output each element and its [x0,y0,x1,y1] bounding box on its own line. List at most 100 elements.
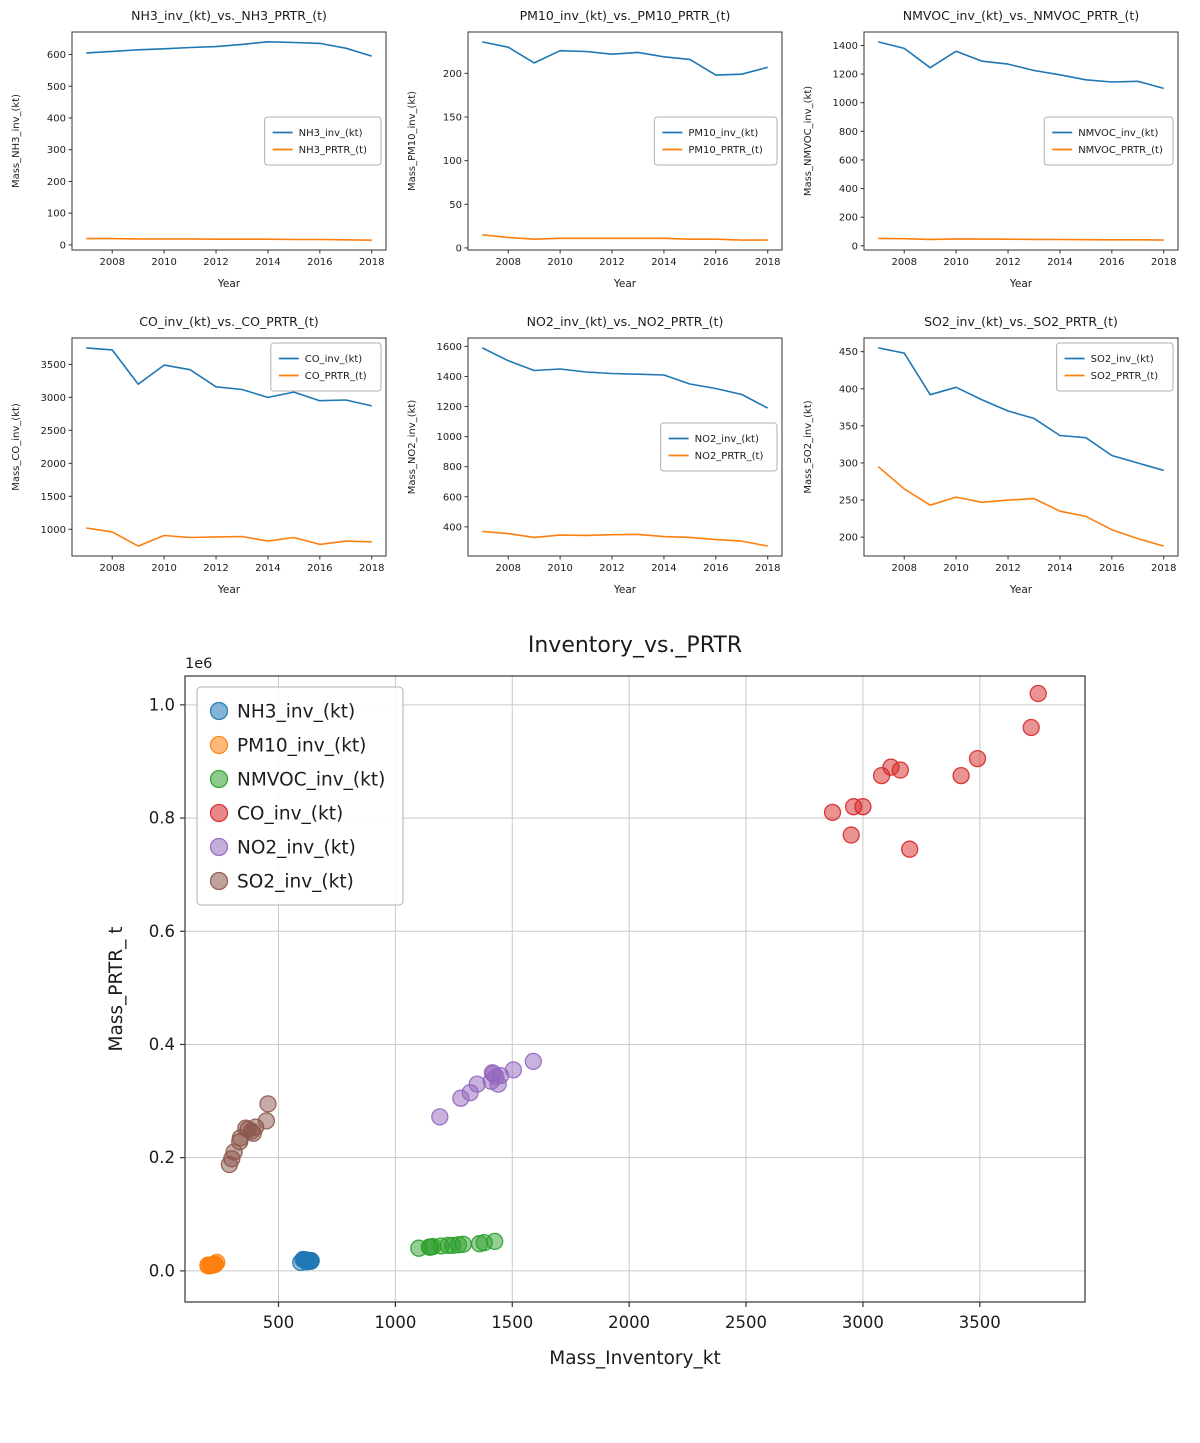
svg-text:CO_inv_(kt)_vs._CO_PRTR_(t): CO_inv_(kt)_vs._CO_PRTR_(t) [139,314,319,329]
svg-text:NO2_inv_(kt)_vs._NO2_PRTR_(t): NO2_inv_(kt)_vs._NO2_PRTR_(t) [527,314,724,329]
chart-co-inv-vs-prtr: 2008 2010 2012 2014 2016 2018 1000 1500 2000 2500… [11,314,387,596]
svg-text:NH3_inv_(kt): NH3_inv_(kt) [237,702,355,723]
svg-text:2000: 2000 [41,459,66,470]
svg-text:Mass_Inventory_kt: Mass_Inventory_kt [549,1348,720,1369]
svg-text:SO2_inv_(kt): SO2_inv_(kt) [1091,354,1154,365]
svg-text:2016: 2016 [1099,563,1124,574]
svg-text:50: 50 [449,200,462,211]
svg-text:2012: 2012 [203,563,228,574]
svg-text:2008: 2008 [495,257,520,268]
svg-text:2008: 2008 [99,563,124,574]
svg-text:2000: 2000 [608,1313,650,1332]
svg-text:500: 500 [47,82,66,93]
svg-text:2012: 2012 [203,257,228,268]
svg-text:2008: 2008 [99,257,124,268]
svg-text:2014: 2014 [255,563,280,574]
svg-text:NH3_inv_(kt): NH3_inv_(kt) [299,128,363,139]
svg-text:150: 150 [443,113,462,124]
line-charts-row-2: 2008 2010 2012 2014 2016 2018 1000 1500 2000 2500… [0,306,1200,608]
svg-text:2016: 2016 [1099,257,1124,268]
line-charts-row-1: 2008 2010 2012 2014 2016 2018 0 100 200 300 400 500… [0,0,1200,302]
svg-text:Year: Year [217,584,241,596]
svg-text:2008: 2008 [891,563,916,574]
svg-text:2018: 2018 [1151,563,1176,574]
svg-text:CO_PRTR_(t): CO_PRTR_(t) [305,371,367,382]
svg-text:CO_inv_(kt): CO_inv_(kt) [237,804,343,825]
svg-text:1200: 1200 [437,402,462,413]
svg-text:1000: 1000 [374,1313,416,1332]
chart-no2-inv-vs-prtr: 2008 2010 2012 2014 2016 2018 400 600 800 1000 120… [407,314,783,596]
svg-text:2018: 2018 [359,257,384,268]
svg-text:Inventory_vs._PRTR: Inventory_vs._PRTR [528,633,742,658]
svg-text:2018: 2018 [359,563,384,574]
svg-text:250: 250 [839,496,858,507]
svg-text:200: 200 [47,177,66,188]
svg-text:3000: 3000 [842,1313,884,1332]
svg-text:SO2_inv_(kt): SO2_inv_(kt) [237,872,354,893]
svg-text:2016: 2016 [703,563,728,574]
svg-text:2016: 2016 [307,257,332,268]
svg-text:NO2_inv_(kt): NO2_inv_(kt) [695,434,759,445]
svg-text:2010: 2010 [547,257,572,268]
svg-text:Year: Year [217,278,241,290]
chart-nh3-inv-vs-prtr: 2008 2010 2012 2014 2016 2018 0 100 200 300 400 500… [11,8,387,290]
chart-inventory-vs-prtr-scatter: 500 1000 1500 2000 2500 3000 3500 0.0 0.2 0.4 0.6 0… [106,633,1086,1369]
svg-text:NMVOC_PRTR_(t): NMVOC_PRTR_(t) [1078,145,1163,156]
svg-text:NMVOC_inv_(kt)_vs._NMVOC_PRTR_: NMVOC_inv_(kt)_vs._NMVOC_PRTR_(t) [903,8,1139,23]
svg-text:2012: 2012 [599,563,624,574]
svg-text:0.2: 0.2 [149,1148,175,1167]
svg-text:1000: 1000 [41,525,66,536]
svg-text:2018: 2018 [755,257,780,268]
svg-text:100: 100 [443,156,462,167]
svg-text:2500: 2500 [41,426,66,437]
svg-text:0: 0 [852,241,858,252]
svg-text:2010: 2010 [943,563,968,574]
svg-text:2008: 2008 [891,257,916,268]
svg-text:CO_inv_(kt): CO_inv_(kt) [305,354,363,365]
svg-text:600: 600 [443,492,462,503]
svg-text:2014: 2014 [255,257,280,268]
svg-text:2012: 2012 [995,563,1020,574]
svg-text:2014: 2014 [1047,257,1072,268]
svg-text:400: 400 [839,384,858,395]
svg-text:2018: 2018 [1151,257,1176,268]
svg-text:2010: 2010 [943,257,968,268]
svg-text:200: 200 [443,69,462,80]
svg-text:3000: 3000 [41,393,66,404]
svg-text:1500: 1500 [491,1313,533,1332]
svg-text:Mass_CO_inv_(kt): Mass_CO_inv_(kt) [11,403,22,491]
svg-text:Year: Year [1009,584,1033,596]
svg-text:Mass_NH3_inv_(kt): Mass_NH3_inv_(kt) [11,94,22,188]
svg-text:450: 450 [839,347,858,358]
chart-so2-inv-vs-prtr: 2008 2010 2012 2014 2016 2018 200 250 300 350 400 4… [803,314,1179,596]
svg-text:Mass_PRTR_ t: Mass_PRTR_ t [106,926,127,1051]
svg-text:600: 600 [839,155,858,166]
svg-text:100: 100 [47,209,66,220]
svg-text:1600: 1600 [437,342,462,353]
svg-text:1.0: 1.0 [149,695,175,714]
svg-text:600: 600 [47,50,66,61]
svg-text:3500: 3500 [41,360,66,371]
svg-text:500: 500 [263,1313,295,1332]
svg-text:Mass_NO2_inv_(kt): Mass_NO2_inv_(kt) [407,400,418,495]
svg-text:0: 0 [456,243,462,254]
svg-text:400: 400 [443,522,462,533]
svg-text:Mass_SO2_inv_(kt): Mass_SO2_inv_(kt) [803,400,814,493]
svg-text:1400: 1400 [437,372,462,383]
svg-text:2012: 2012 [995,257,1020,268]
svg-text:PM10_inv_(kt): PM10_inv_(kt) [688,128,758,139]
svg-text:2010: 2010 [151,257,176,268]
svg-text:Year: Year [613,278,637,290]
svg-text:2010: 2010 [547,563,572,574]
chart-nmvoc-inv-vs-prtr: 2008 2010 2012 2014 2016 2018 0 200 400 600 800 100… [803,8,1179,290]
svg-text:300: 300 [47,145,66,156]
svg-text:1500: 1500 [41,492,66,503]
svg-text:2018: 2018 [755,563,780,574]
svg-text:0.8: 0.8 [149,809,175,828]
svg-text:800: 800 [839,127,858,138]
svg-text:0.0: 0.0 [149,1261,175,1280]
svg-text:PM10_inv_(kt): PM10_inv_(kt) [237,736,366,757]
svg-text:2014: 2014 [651,563,676,574]
chart-pm10-inv-vs-prtr: 2008 2010 2012 2014 2016 2018 0 50 100 150 200 PM10… [407,8,783,290]
